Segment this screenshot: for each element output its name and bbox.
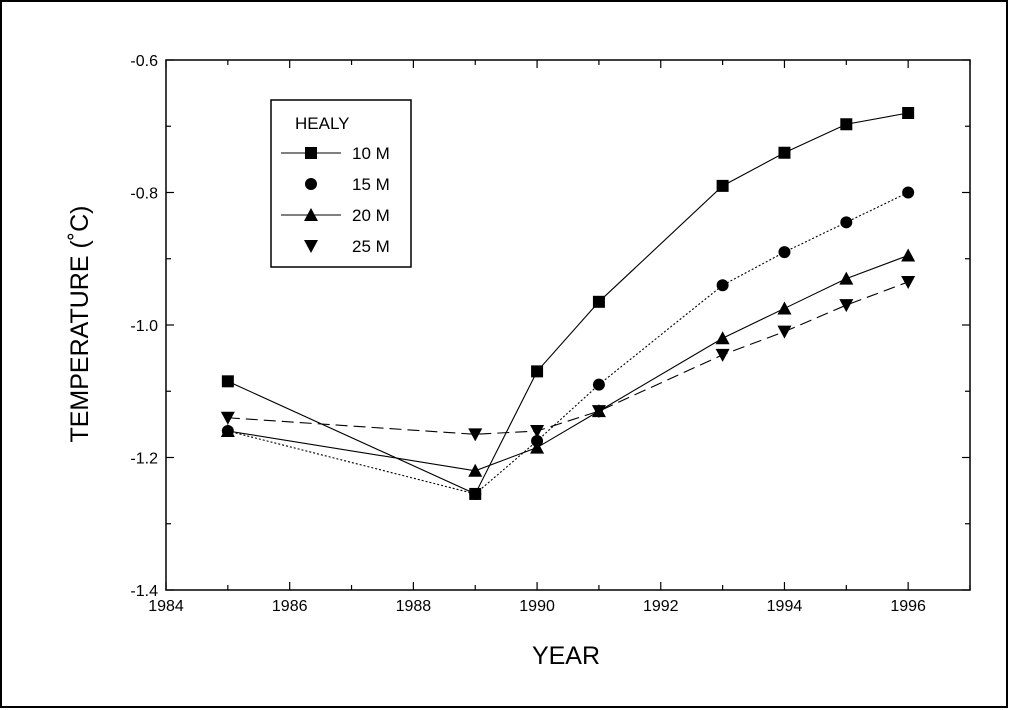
series-line-10m	[227, 112, 909, 495]
data-point-20m	[468, 463, 483, 477]
x-tick-label: 1984	[148, 598, 184, 615]
data-point-25m	[468, 428, 483, 442]
data-point-10m	[221, 375, 234, 388]
legend-label: 10 M	[352, 144, 390, 163]
data-point-10m	[592, 295, 605, 308]
x-axis-title: YEAR	[532, 642, 600, 670]
data-point-20m	[901, 248, 916, 262]
data-point-15m	[592, 378, 605, 391]
tick-labels: 1984 1986 1988 1990 1992 1994 1996 -1.4 -1.2 -1.0…	[130, 53, 926, 615]
legend-marker	[305, 147, 317, 159]
data-point-15m	[840, 216, 853, 229]
series-lines	[227, 112, 909, 495]
data-point-25m	[715, 348, 730, 362]
y-axis-title: TEMPERATURE (˚C)	[66, 205, 94, 442]
series-markers	[220, 107, 916, 500]
legend-label: 20 M	[352, 206, 390, 225]
data-point-15m	[716, 279, 729, 292]
y-tick-label: -1.4	[130, 583, 158, 600]
x-tick-label: 1990	[519, 598, 555, 615]
data-point-15m	[778, 246, 791, 259]
data-point-20m	[530, 440, 545, 454]
data-point-25m	[530, 425, 545, 438]
data-point-25m	[591, 405, 606, 419]
data-point-20m	[715, 331, 730, 345]
x-tick-label: 1994	[767, 598, 803, 615]
data-point-10m	[531, 365, 544, 378]
data-point-25m	[777, 325, 792, 339]
legend-entries: 10 M 15 M 20 M 25 M	[281, 144, 390, 256]
data-point-20m	[839, 271, 854, 285]
legend-box	[270, 99, 412, 268]
legend-marker	[304, 240, 318, 253]
legend: HEALY 10 M 15 M 20 M 25 M	[270, 99, 412, 268]
data-point-25m	[839, 299, 854, 313]
data-point-10m	[778, 146, 791, 159]
data-point-20m	[220, 424, 235, 437]
legend-marker	[305, 178, 317, 190]
series-line-20m	[227, 254, 909, 472]
x-tick-label: 1986	[272, 598, 308, 615]
legend-label: 15 M	[352, 175, 390, 194]
y-tick-label: -1.0	[130, 318, 158, 335]
series-line-25m	[227, 281, 909, 435]
y-tick-label: -0.8	[130, 186, 158, 203]
y-tick-label: -1.2	[130, 451, 158, 468]
data-point-15m	[902, 186, 915, 199]
x-tick-label: 1996	[890, 598, 926, 615]
x-tick-label: 1992	[643, 598, 679, 615]
data-point-10m	[840, 118, 853, 131]
data-point-10m	[716, 179, 729, 192]
x-tick-label: 1988	[396, 598, 432, 615]
data-point-25m	[901, 275, 916, 289]
data-point-10m	[902, 107, 915, 119]
data-point-25m	[220, 411, 235, 425]
y-tick-label: -0.6	[130, 53, 158, 70]
data-point-20m	[777, 301, 792, 315]
legend-marker	[304, 208, 318, 221]
legend-label: 25 M	[352, 237, 390, 256]
series-line-15m	[227, 192, 909, 495]
axis-ticks	[165, 59, 971, 591]
data-point-15m	[469, 487, 482, 500]
legend-title: HEALY	[295, 114, 350, 133]
